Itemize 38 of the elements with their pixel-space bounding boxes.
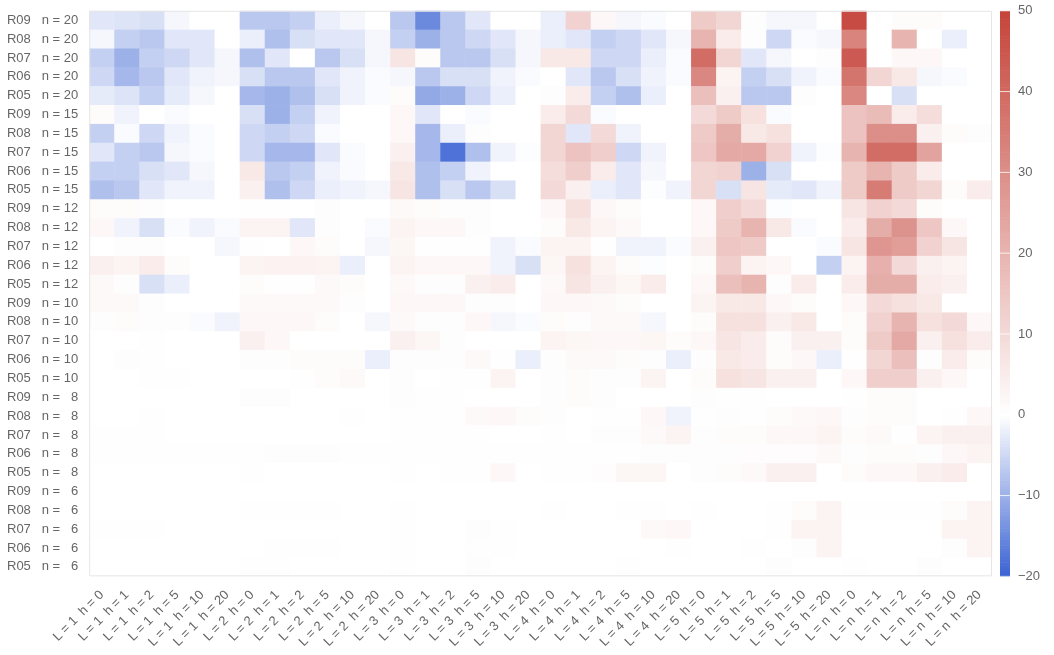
- y-tick-label: R09 n = 6: [7, 483, 79, 499]
- y-tick-label: R05 n = 15: [6, 181, 79, 197]
- y-tick-label: R07 n = 10: [6, 332, 79, 348]
- y-tick-label: R05 n = 8: [7, 464, 79, 480]
- y-tick-label: R06 n = 12: [6, 256, 79, 272]
- y-tick-label: R07 n = 6: [7, 520, 79, 536]
- y-tick-label: R09 n = 8: [7, 388, 79, 404]
- color-bar-label: 30: [1018, 163, 1033, 179]
- y-tick-label: R09 n = 15: [6, 106, 79, 122]
- color-bar-label: −20: [1018, 567, 1041, 583]
- y-tick-label: R06 n = 15: [6, 162, 79, 178]
- y-tick-label: R06 n = 6: [7, 539, 79, 555]
- y-tick-label: R09 n = 20: [6, 11, 79, 27]
- y-tick-label: R09 n = 12: [6, 200, 79, 216]
- y-tick-label: R08 n = 12: [6, 219, 79, 235]
- y-tick-label: R07 n = 20: [6, 49, 79, 65]
- y-tick-label: R05 n = 6: [7, 558, 79, 574]
- y-tick-label: R06 n = 10: [6, 351, 79, 367]
- y-tick-label: R08 n = 10: [6, 313, 79, 329]
- y-tick-label: R05 n = 20: [6, 87, 79, 103]
- y-tick-label: R05 n = 10: [6, 369, 79, 385]
- y-tick-label: R08 n = 15: [6, 124, 79, 140]
- y-tick-label: R09 n = 10: [6, 294, 79, 310]
- y-tick-label: R08 n = 6: [7, 501, 79, 517]
- color-bar-label: 50: [1018, 2, 1033, 18]
- color-bar-label: 10: [1018, 325, 1033, 341]
- y-tick-label: R05 n = 12: [6, 275, 79, 291]
- y-tick-label: R08 n = 8: [7, 407, 79, 423]
- y-tick-label: R08 n = 20: [6, 30, 79, 46]
- color-bar-label: 0: [1018, 406, 1026, 422]
- color-bar-label: −10: [1018, 487, 1041, 503]
- y-tick-label: R06 n = 8: [7, 445, 79, 461]
- y-tick-label: R07 n = 12: [6, 238, 79, 254]
- color-bar-label: 20: [1018, 244, 1033, 260]
- color-bar-label: 40: [1018, 83, 1033, 99]
- y-tick-label: R06 n = 20: [6, 68, 79, 84]
- y-tick-label: R07 n = 15: [6, 143, 79, 159]
- y-tick-label: R07 n = 8: [7, 426, 79, 442]
